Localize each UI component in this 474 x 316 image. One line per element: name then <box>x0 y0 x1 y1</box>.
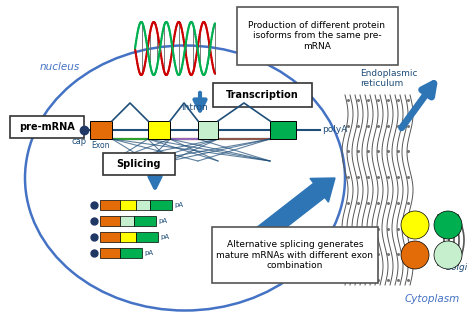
Text: pA: pA <box>144 250 153 256</box>
Text: pre-mRNA: pre-mRNA <box>19 122 75 132</box>
Bar <box>134 216 156 226</box>
Text: Exon: Exon <box>92 141 110 150</box>
Text: Transcription: Transcription <box>226 90 298 100</box>
Text: Production of different protein
isoforms from the same pre-
mRNA: Production of different protein isoforms… <box>248 21 385 51</box>
Bar <box>136 200 150 210</box>
FancyBboxPatch shape <box>10 116 84 138</box>
Circle shape <box>434 241 462 269</box>
Circle shape <box>401 211 429 239</box>
Bar <box>120 232 136 242</box>
FancyBboxPatch shape <box>237 7 398 65</box>
Text: cap: cap <box>72 137 87 147</box>
Text: Cytoplasm: Cytoplasm <box>405 294 460 304</box>
Bar <box>100 216 120 226</box>
Bar <box>136 232 158 242</box>
FancyBboxPatch shape <box>212 227 378 283</box>
Bar <box>270 121 296 139</box>
Text: nucleus: nucleus <box>40 62 80 72</box>
Bar <box>120 200 136 210</box>
Ellipse shape <box>25 46 345 311</box>
Bar <box>148 121 170 139</box>
FancyBboxPatch shape <box>103 153 175 175</box>
Bar <box>100 200 120 210</box>
Circle shape <box>401 241 429 269</box>
Bar <box>198 121 218 139</box>
Circle shape <box>434 211 462 239</box>
Text: pA: pA <box>160 234 169 240</box>
Text: pA: pA <box>174 202 183 208</box>
Bar <box>100 248 120 258</box>
FancyArrow shape <box>239 178 335 255</box>
Bar <box>120 248 142 258</box>
Text: Alternative splicing generates
mature mRNAs with different exon
combination: Alternative splicing generates mature mR… <box>217 240 374 270</box>
Bar <box>90 121 112 139</box>
Text: intron: intron <box>182 103 209 112</box>
Bar <box>120 216 134 226</box>
FancyBboxPatch shape <box>213 83 312 107</box>
Text: polyA: polyA <box>322 125 347 135</box>
Text: Endoplasmic
reticulum: Endoplasmic reticulum <box>360 69 418 88</box>
Text: Splicing: Splicing <box>117 159 161 169</box>
Bar <box>100 232 120 242</box>
Bar <box>150 200 172 210</box>
Text: pA: pA <box>158 218 167 224</box>
Text: Golgi: Golgi <box>445 264 468 272</box>
